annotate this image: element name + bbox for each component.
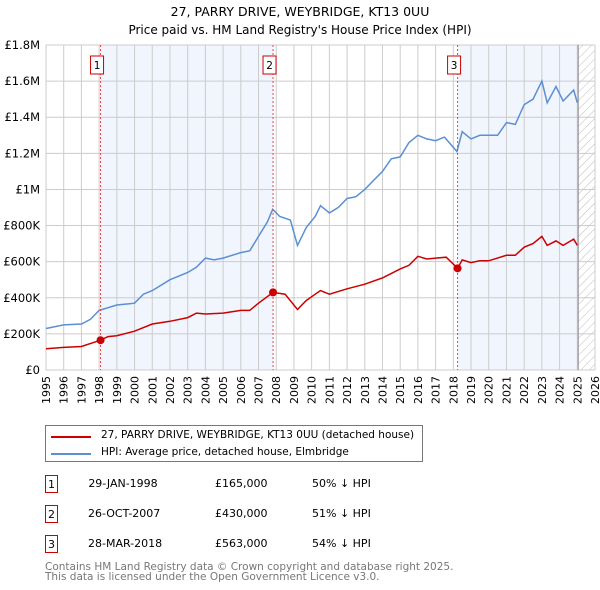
legend: 27, PARRY DRIVE, WEYBRIDGE, KT13 0UU (de…: [45, 425, 423, 462]
legend-label: 27, PARRY DRIVE, WEYBRIDGE, KT13 0UU (de…: [101, 429, 415, 441]
y-tick-label: £1.4M: [4, 110, 40, 124]
x-tick-label: 1999: [111, 376, 124, 404]
x-tick-label: 2013: [359, 376, 372, 404]
sale-hpi-diff: 54% ↓ HPI: [312, 537, 371, 550]
shaded-period: [457, 45, 579, 370]
sale-marker-label: 1: [94, 60, 101, 72]
sale-date: 28-MAR-2018: [88, 537, 163, 550]
sale-marker-label: 3: [451, 60, 458, 72]
x-tick-label: 2017: [430, 376, 443, 404]
x-tick-label: 2015: [394, 376, 407, 404]
sale-number-badge: 2: [45, 505, 58, 523]
x-tick-label: 2002: [164, 376, 177, 404]
sale-marker-box: [262, 55, 277, 75]
y-tick-label: £400K: [3, 291, 40, 305]
y-tick-label: £1M: [15, 182, 40, 196]
sale-point: [453, 264, 462, 273]
chart-subtitle: Price paid vs. HM Land Registry's House …: [128, 23, 471, 37]
footer-copyright: Contains HM Land Registry data © Crown c…: [45, 561, 454, 573]
x-tick-label: 2007: [253, 376, 266, 404]
x-tick-label: 2001: [146, 376, 159, 404]
legend-swatch-blue: [51, 453, 91, 455]
no-data-hatch: [578, 45, 595, 370]
y-tick-label: £600K: [3, 255, 40, 269]
sale-marker-box: [90, 55, 105, 75]
sale-point: [96, 336, 105, 345]
x-tick-label: 2025: [571, 376, 584, 404]
sale-marker-box: [447, 55, 462, 75]
x-tick-label: 1997: [75, 376, 88, 404]
x-tick-label: 2005: [217, 376, 230, 404]
x-tick-label: 2000: [129, 376, 142, 404]
x-tick-label: 2006: [235, 376, 248, 404]
sale-marker-label: 2: [266, 60, 273, 72]
x-tick-label: 2018: [447, 376, 460, 404]
sale-hpi-diff: 51% ↓ HPI: [312, 507, 371, 520]
sale-number-badge: 1: [45, 475, 58, 493]
x-tick-label: 2014: [376, 376, 389, 404]
sale-date: 29-JAN-1998: [88, 477, 158, 490]
sale-price: £165,000: [215, 477, 268, 490]
x-tick-label: 2008: [270, 376, 283, 404]
chart-title: 27, PARRY DRIVE, WEYBRIDGE, KT13 0UU: [171, 4, 430, 19]
sale-hpi-diff: 50% ↓ HPI: [312, 477, 371, 490]
sale-price: £563,000: [215, 537, 268, 550]
x-tick-label: 2021: [500, 376, 513, 404]
x-tick-label: 2011: [323, 376, 336, 404]
x-tick-label: 2023: [536, 376, 549, 404]
x-tick-label: 2019: [465, 376, 478, 404]
y-tick-label: £1.6M: [4, 74, 40, 88]
footer-licence: This data is licensed under the Open Gov…: [45, 571, 380, 583]
y-tick-label: £0: [25, 363, 40, 377]
x-tick-label: 2024: [554, 376, 567, 404]
legend-swatch-red: [51, 436, 91, 438]
sale-price: £430,000: [215, 507, 268, 520]
y-tick-label: £200K: [3, 327, 40, 341]
sale-date: 26-OCT-2007: [88, 507, 161, 520]
price-chart: 27, PARRY DRIVE, WEYBRIDGE, KT13 0UU Pri…: [3, 4, 600, 404]
x-tick-label: 2003: [182, 376, 195, 404]
x-tick-label: 2022: [518, 376, 531, 404]
x-tick-label: 2009: [288, 376, 301, 404]
price-paid-line: [45, 235, 578, 350]
hpi-line: [45, 78, 579, 330]
y-tick-label: £1.8M: [4, 38, 40, 52]
x-tick-label: 2004: [199, 376, 212, 404]
x-tick-label: 2012: [341, 376, 354, 404]
x-tick-label: 1996: [58, 376, 71, 404]
sale-point: [269, 288, 278, 297]
x-tick-label: 2016: [412, 376, 425, 404]
y-tick-label: £800K: [3, 219, 40, 233]
sale-number-badge: 3: [45, 535, 58, 553]
x-tick-label: 1995: [40, 376, 53, 404]
shaded-period: [100, 45, 274, 370]
x-tick-label: 2020: [483, 376, 496, 404]
legend-label: HPI: Average price, detached house, Elmb…: [101, 446, 349, 458]
x-tick-label: 2010: [306, 376, 319, 404]
x-tick-label: 2026: [589, 376, 600, 404]
x-tick-label: 1998: [93, 376, 106, 404]
y-tick-label: £1.2M: [4, 146, 40, 160]
